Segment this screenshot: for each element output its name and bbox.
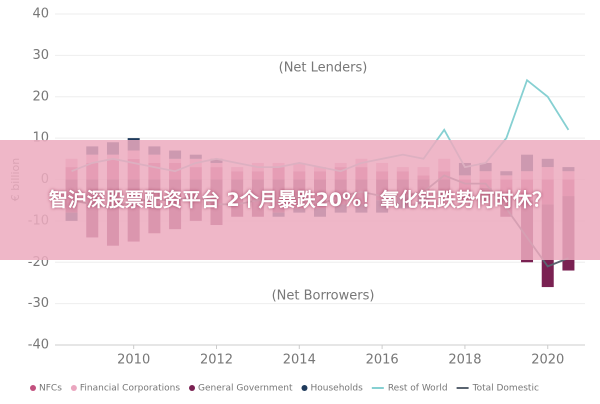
legend-label: Households	[310, 384, 363, 394]
x-tick-label: 2016	[366, 353, 399, 368]
y-tick-label: 20	[32, 89, 49, 104]
x-tick-label: 2018	[448, 353, 481, 368]
x-tick-label: 2012	[200, 353, 233, 368]
legend-marker	[189, 385, 196, 391]
legend-marker	[301, 385, 308, 391]
y-tick-label: 40	[32, 7, 49, 22]
banner-headline: 智沪深股票配资平台 2个月暴跌20%！氧化铝跌势何时休？	[48, 189, 552, 211]
x-tick-label: 2020	[531, 353, 564, 368]
legend-label: Total Domestic	[472, 384, 539, 394]
x-tick-label: 2014	[283, 353, 316, 368]
legend-label: General Government	[198, 384, 293, 394]
annotation: (Net Lenders)	[279, 61, 368, 76]
y-tick-label: -30	[28, 296, 49, 311]
legend-marker	[30, 385, 36, 391]
legend-label: Financial Corporations	[80, 384, 180, 394]
x-tick-label: 2010	[117, 353, 150, 368]
annotation: (Net Borrowers)	[272, 289, 375, 304]
y-tick-label: -40	[28, 338, 49, 353]
legend-marker	[70, 385, 77, 391]
banner: 智沪深股票配资平台 2个月暴跌20%！氧化铝跌势何时休？	[0, 140, 600, 260]
legend-label: Rest of World	[388, 384, 448, 394]
legend-label: NFCs	[39, 384, 62, 394]
y-tick-label: 30	[32, 48, 49, 63]
